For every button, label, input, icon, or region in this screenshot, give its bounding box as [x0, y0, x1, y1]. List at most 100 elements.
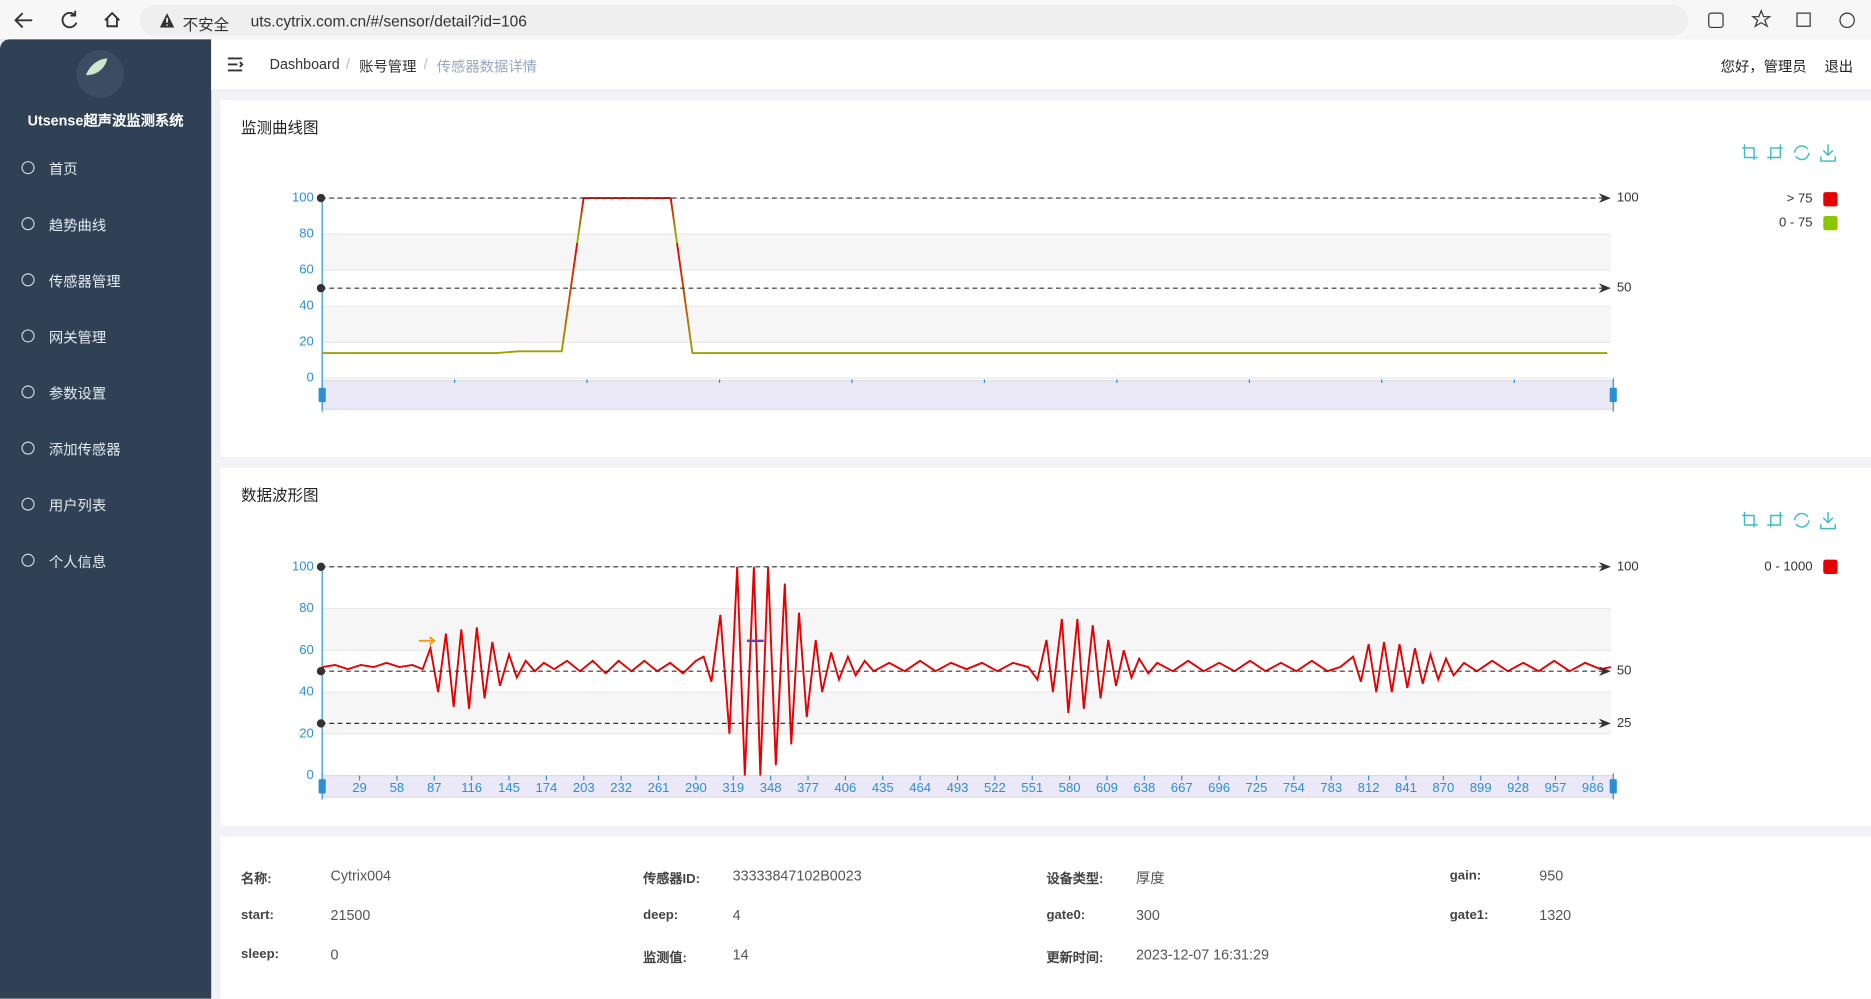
- browser-tools: [1708, 9, 1855, 29]
- info-label: gate1:: [1449, 908, 1489, 923]
- toolbox-button[interactable]: [1767, 144, 1783, 160]
- x-tick-label: 232: [610, 780, 632, 795]
- mark-line-label: 50: [1617, 280, 1632, 295]
- legend-swatch[interactable]: [1823, 192, 1838, 207]
- x-tick-label: 290: [685, 780, 707, 795]
- menu-item[interactable]: 用户列表: [0, 487, 211, 523]
- y-tick-label: 40: [299, 684, 314, 699]
- y-tick-label: 100: [292, 190, 314, 205]
- x-tick-label: 580: [1059, 780, 1081, 795]
- favorites-button[interactable]: [1751, 9, 1772, 28]
- menu-label: 参数设置: [48, 385, 107, 403]
- legend-label[interactable]: 0 - 75: [1779, 215, 1813, 230]
- menu-item[interactable]: 趋势曲线: [0, 206, 211, 242]
- x-tick-label: 957: [1545, 780, 1567, 795]
- menu-item[interactable]: 参数设置: [0, 375, 211, 411]
- url: uts.cytrix.com.cn/#/sensor/detail?id=106: [250, 11, 527, 30]
- breadcrumb-separator: /: [346, 56, 351, 73]
- x-tick-label: 261: [648, 780, 670, 795]
- info-label: 设备类型:: [1046, 872, 1104, 887]
- x-tick-label: 551: [1021, 780, 1043, 795]
- legend-label[interactable]: 0 - 1000: [1764, 558, 1812, 573]
- app-title: Utsense超声波监测系统: [27, 112, 184, 129]
- x-tick-label: 667: [1171, 780, 1193, 795]
- info-value: 厚度: [1135, 869, 1165, 887]
- toolbox-button[interactable]: [1820, 144, 1836, 162]
- x-tick-label: 522: [984, 780, 1006, 795]
- info-value: 21500: [330, 906, 371, 924]
- menu-icon: [21, 329, 35, 343]
- menu-icon: [21, 497, 35, 511]
- y-tick-label: 0: [307, 370, 314, 385]
- x-tick-label: 464: [909, 780, 931, 795]
- menu-label: 趋势曲线: [48, 217, 107, 234]
- split-area: [322, 692, 1611, 734]
- info-label: 更新时间:: [1046, 951, 1104, 966]
- info-value: 950: [1539, 867, 1564, 885]
- logout[interactable]: 退出: [1824, 58, 1854, 76]
- menu-item[interactable]: 个人信息: [0, 543, 211, 579]
- menu-item[interactable]: 首页: [0, 150, 211, 186]
- split-button[interactable]: [1708, 12, 1724, 29]
- info-label: 监测值:: [643, 951, 687, 966]
- toolbox-button[interactable]: [1793, 145, 1810, 161]
- menu-toggle[interactable]: [226, 55, 245, 74]
- mark-line-arrow: [1598, 718, 1611, 729]
- menu-item[interactable]: 网关管理: [0, 319, 211, 355]
- x-tick-label: 928: [1507, 780, 1529, 795]
- info-label: 名称:: [241, 872, 272, 887]
- x-tick-label: 29: [352, 780, 367, 795]
- toolbox-button[interactable]: [1767, 511, 1783, 528]
- menu-item[interactable]: 添加传感器: [0, 431, 211, 467]
- mark-line-label: 25: [1617, 715, 1632, 730]
- info-label: sleep:: [241, 947, 279, 962]
- home-button[interactable]: [104, 11, 120, 28]
- split-area: [322, 608, 1611, 651]
- mark-line-start: [316, 193, 326, 203]
- x-tick-label: 406: [834, 780, 856, 795]
- mark-line-start: [316, 562, 326, 571]
- split-area: [322, 306, 1611, 343]
- sidebar: Utsense超声波监测系统 首页趋势曲线传感器管理网关管理参数设置添加传感器用…: [0, 39, 212, 999]
- extensions-button[interactable]: [1839, 12, 1855, 29]
- x-tick-label: 87: [427, 780, 442, 795]
- x-tick-label: 638: [1133, 780, 1155, 795]
- info-label: start:: [241, 908, 274, 923]
- mark-line-label: 100: [1617, 558, 1639, 573]
- info-value: 4: [732, 906, 741, 924]
- address-bar[interactable]: 不安全 uts.cytrix.com.cn/#/sensor/detail?id…: [139, 4, 1689, 36]
- split-area: [322, 234, 1611, 271]
- mark-line-start: [316, 283, 326, 293]
- collections-button[interactable]: [1796, 12, 1811, 27]
- legend-swatch[interactable]: [1823, 559, 1838, 574]
- data-zoom[interactable]: [321, 380, 1614, 410]
- toolbox-button[interactable]: [1793, 512, 1810, 528]
- chart-title: 数据波形图: [241, 486, 319, 504]
- security-label: 不安全: [182, 15, 230, 34]
- x-tick-label: 348: [760, 780, 782, 795]
- menu-icon: [21, 273, 35, 287]
- x-tick-label: 609: [1096, 780, 1118, 795]
- y-tick-label: 40: [299, 298, 314, 313]
- mark-line-arrow: [1598, 193, 1611, 203]
- breadcrumb-item[interactable]: Dashboard: [269, 56, 340, 73]
- breadcrumb-item: 传感器数据详情: [436, 58, 537, 76]
- browser-bar: 不安全 uts.cytrix.com.cn/#/sensor/detail?id…: [0, 0, 1871, 41]
- menu: 首页趋势曲线传感器管理网关管理参数设置添加传感器用户列表个人信息: [0, 39, 211, 998]
- breadcrumb-item[interactable]: 账号管理: [359, 58, 417, 76]
- x-tick-label: 783: [1320, 780, 1342, 795]
- mark-line-arrow: [1598, 283, 1611, 293]
- toolbox-button[interactable]: [1742, 511, 1758, 528]
- mark-line-arrow: [1598, 562, 1611, 572]
- legend-label[interactable]: > 75: [1787, 191, 1813, 206]
- toolbox-button[interactable]: [1820, 511, 1836, 530]
- menu-item[interactable]: 传感器管理: [0, 263, 211, 299]
- menu-label: 添加传感器: [48, 441, 121, 459]
- breadcrumb-separator: /: [423, 56, 428, 73]
- legend-swatch[interactable]: [1823, 215, 1838, 231]
- info-value: 2023-12-07 16:31:29: [1135, 946, 1269, 963]
- back-button[interactable]: [14, 12, 33, 29]
- toolbox-button[interactable]: [1742, 144, 1758, 160]
- refresh-button[interactable]: [61, 10, 78, 29]
